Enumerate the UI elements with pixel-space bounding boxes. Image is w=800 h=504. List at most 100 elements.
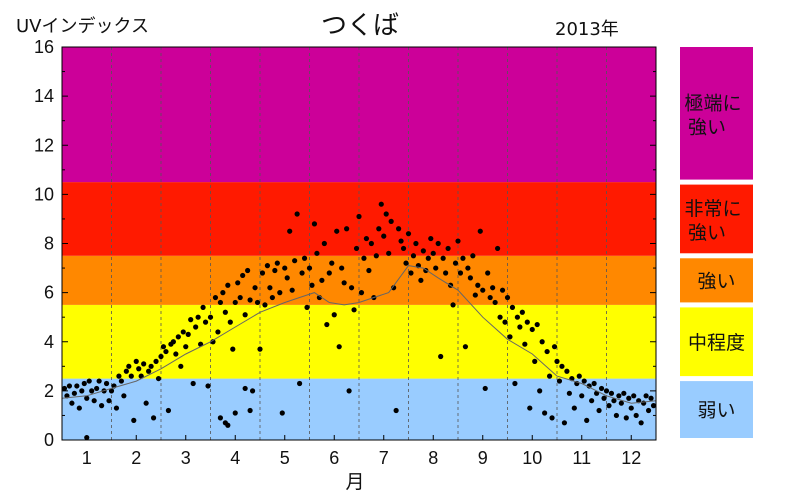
uv-point — [245, 267, 251, 274]
uv-point — [178, 363, 184, 369]
uv-point — [356, 213, 362, 220]
uv-point — [551, 344, 558, 350]
uv-point — [383, 211, 389, 217]
uv-point — [561, 420, 568, 426]
legend-label-3-line2: 強い — [688, 222, 726, 244]
uv-point — [339, 265, 345, 271]
uv-point — [282, 265, 288, 271]
y-tick-label: 8 — [44, 234, 54, 254]
legend-label-4-line2: 強い — [688, 116, 726, 138]
uv-point — [247, 407, 253, 414]
x-tick-label: 7 — [379, 448, 389, 468]
uv-point — [517, 324, 523, 330]
y-tick-label: 12 — [34, 135, 54, 155]
uv-point — [205, 383, 211, 389]
uv-point — [462, 344, 469, 350]
uv-point — [465, 265, 471, 271]
uv-point — [435, 240, 441, 247]
uv-point — [485, 270, 491, 276]
uv-point — [393, 407, 399, 414]
uv-point — [272, 267, 278, 274]
uv-point — [611, 398, 617, 404]
uv-trend-line — [61, 265, 657, 404]
uv-point — [341, 280, 347, 286]
uv-point — [212, 294, 219, 301]
uv-point — [173, 351, 179, 357]
uv-point — [202, 319, 209, 325]
uv-point — [596, 407, 602, 414]
uv-point — [116, 373, 122, 379]
uv-point — [74, 383, 80, 389]
uv-point — [91, 398, 97, 404]
legend-swatch-4 — [680, 47, 753, 180]
uv-point — [103, 380, 110, 387]
uv-point — [539, 339, 545, 345]
uv-point — [403, 260, 409, 266]
uv-point — [608, 390, 615, 396]
uv-point — [235, 280, 241, 286]
uv-point — [430, 250, 436, 256]
legend-swatch-0 — [680, 381, 753, 438]
uv-point — [232, 410, 238, 416]
uv-point — [559, 363, 565, 369]
uv-point — [170, 339, 176, 345]
uv-point — [366, 267, 372, 274]
uv-point — [351, 307, 357, 313]
uv-point — [269, 294, 275, 301]
uv-point — [259, 270, 266, 276]
uv-point — [289, 287, 295, 293]
uv-point — [76, 405, 82, 411]
y-tick-label: 10 — [34, 184, 54, 204]
uv-point — [220, 290, 226, 296]
uv-point — [509, 304, 516, 310]
uv-point — [126, 363, 132, 369]
uv-point — [71, 390, 77, 396]
uv-point — [542, 410, 548, 416]
uv-point — [274, 260, 280, 266]
uv-point — [99, 403, 105, 409]
y-tick-label: 6 — [44, 283, 54, 303]
y-tick-label: 2 — [44, 381, 54, 401]
uv-point — [108, 388, 115, 394]
uv-point — [222, 309, 228, 315]
uv-point — [618, 400, 624, 406]
uv-point — [566, 390, 572, 396]
uv-point — [601, 395, 607, 401]
x-axis-label: 月 — [345, 471, 364, 493]
uv-point — [158, 353, 164, 360]
uv-point — [336, 344, 342, 350]
uv-point — [482, 385, 488, 392]
uv-point — [443, 270, 449, 276]
uv-point — [457, 270, 464, 276]
uv-point — [405, 231, 412, 237]
uv-point — [264, 263, 271, 269]
uv-point — [353, 245, 360, 252]
x-tick-label: 10 — [522, 448, 542, 468]
uv-point — [378, 201, 384, 207]
uv-point — [534, 321, 540, 328]
uv-point — [554, 358, 560, 364]
uv-point — [398, 238, 404, 244]
uv-point — [467, 275, 473, 281]
legend-label-3: 非常に — [684, 198, 741, 220]
uv-point — [425, 255, 431, 261]
uv-point — [475, 282, 481, 288]
uv-point — [193, 324, 199, 330]
uv-point — [180, 329, 186, 335]
y-axis-ticks: 0 2 4 6 8 10 12 14 16 — [34, 37, 656, 450]
uv-point — [499, 287, 506, 293]
uv-point — [450, 302, 456, 308]
uv-point — [445, 245, 451, 252]
uv-point — [262, 302, 268, 308]
legend-label-2: 強い — [697, 270, 735, 292]
y-tick-label: 16 — [34, 37, 54, 57]
uv-point — [633, 412, 639, 419]
uv-point — [237, 294, 243, 301]
uv-point — [324, 321, 330, 328]
uv-point — [165, 407, 172, 414]
uv-point — [514, 314, 521, 320]
x-tick-label: 6 — [329, 448, 339, 468]
uv-point — [257, 346, 263, 352]
uv-point — [361, 255, 367, 261]
uv-point — [207, 314, 214, 320]
